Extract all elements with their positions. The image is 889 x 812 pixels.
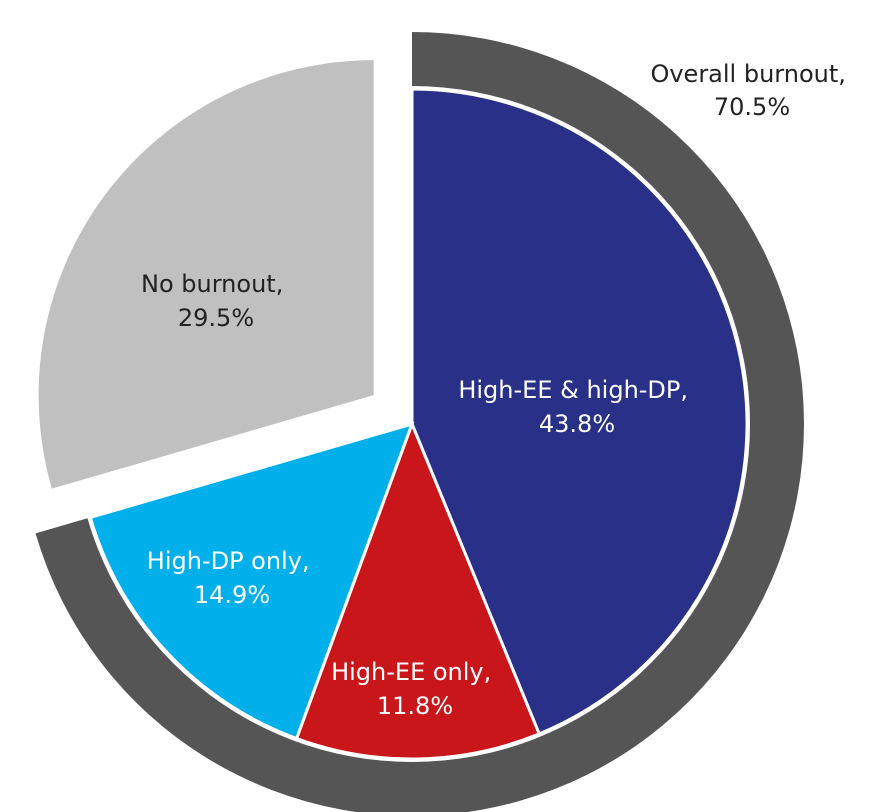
label-no-burnout-name: No burnout, <box>141 270 283 298</box>
label-high-dp-only-name: High-DP only, <box>147 547 310 575</box>
label-high-dp-only: High-DP only, 14.9% <box>147 547 317 609</box>
overall-burnout-name: Overall burnout, <box>650 60 845 88</box>
label-high-ee-and-high-dp-value: 43.8% <box>539 410 615 438</box>
label-high-ee-and-high-dp-name: High-EE & high-DP, <box>458 376 688 404</box>
overall-burnout-value: 70.5% <box>714 93 790 121</box>
overall-burnout-label: Overall burnout, 70.5% <box>650 60 853 121</box>
label-no-burnout: No burnout, 29.5% <box>141 270 291 332</box>
label-no-burnout-value: 29.5% <box>178 304 254 332</box>
slice-high-ee-only <box>294 419 542 761</box>
label-high-dp-only-value: 14.9% <box>194 581 270 609</box>
label-high-ee-only-value: 11.8% <box>377 692 453 720</box>
slice-high-dp-only <box>88 421 415 741</box>
label-high-ee-only: High-EE only, 11.8% <box>331 658 499 720</box>
slice-no-burnout <box>38 60 374 489</box>
slice-high-ee-and-high-dp <box>410 87 749 736</box>
label-high-ee-only-name: High-EE only, <box>331 658 491 686</box>
label-high-ee-and-high-dp: High-EE & high-DP, 43.8% <box>458 376 695 438</box>
